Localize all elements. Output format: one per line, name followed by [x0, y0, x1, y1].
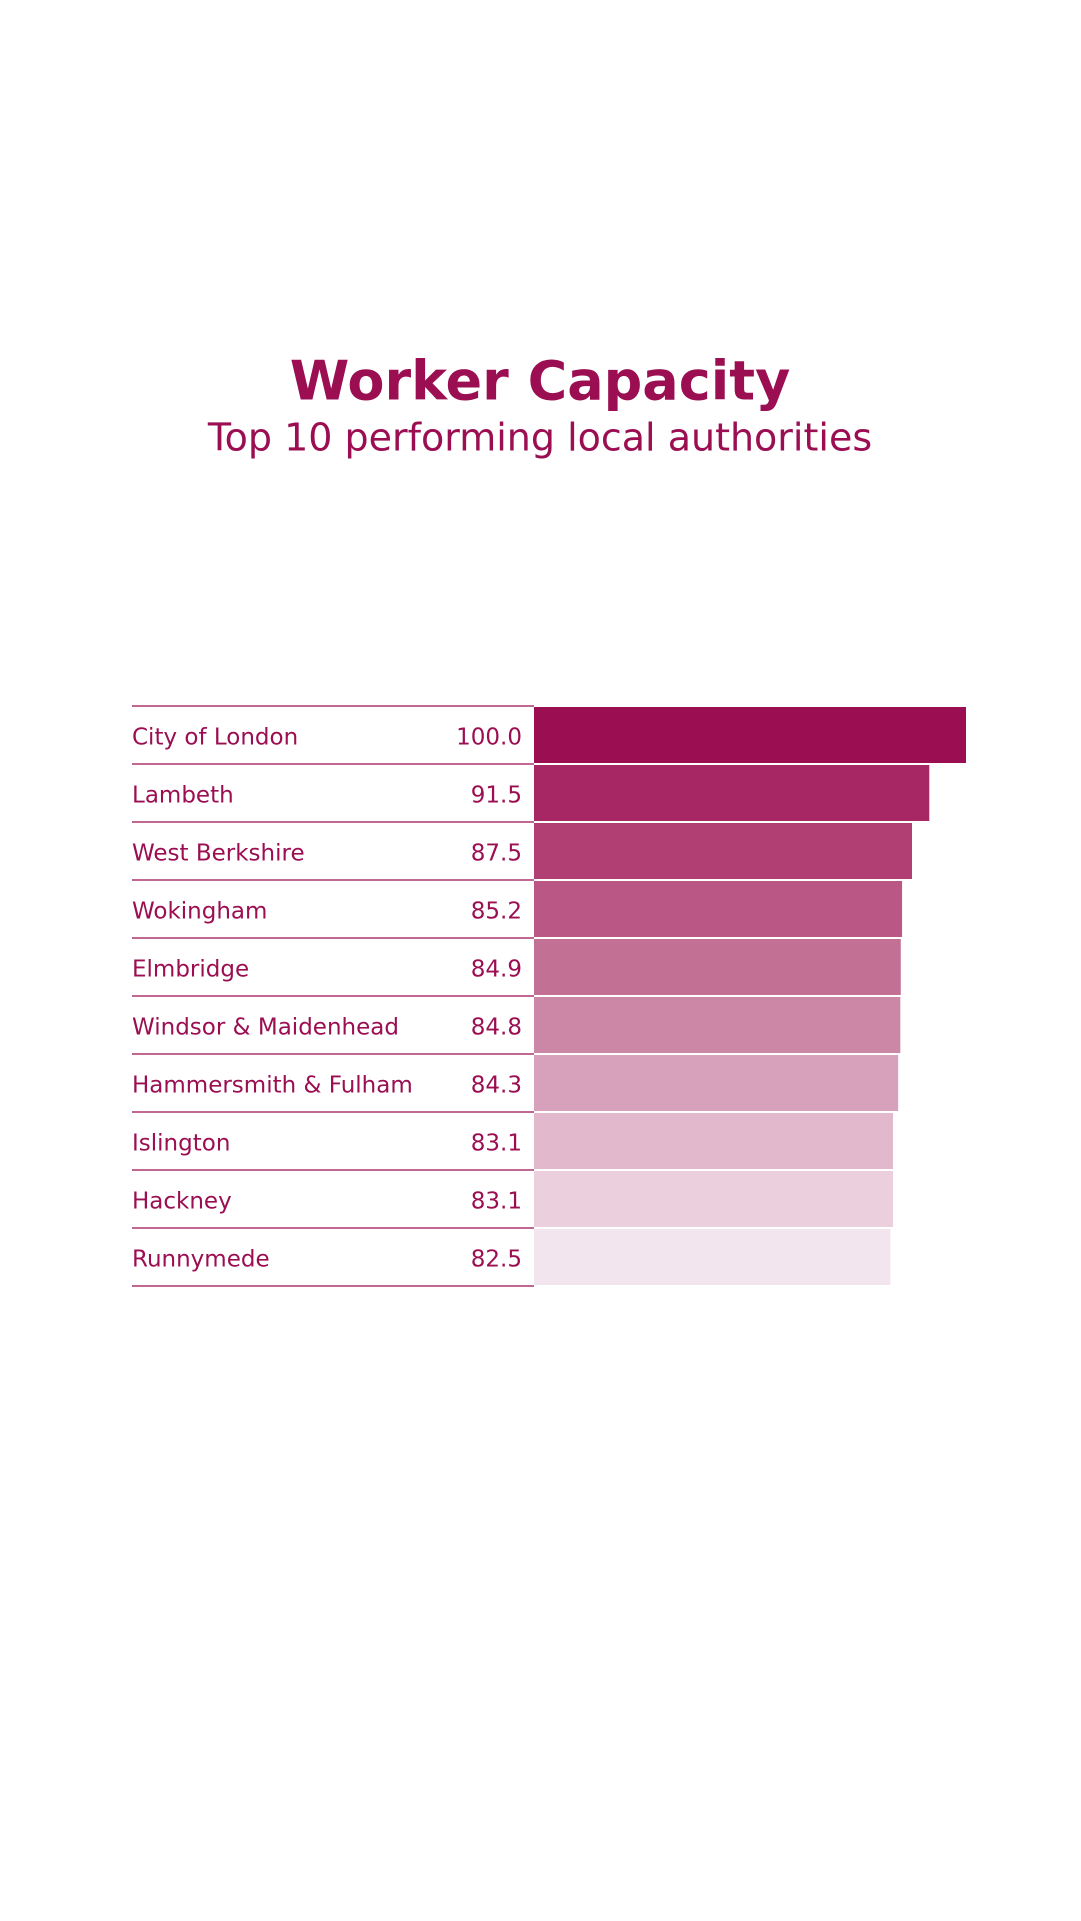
- chart-title: Worker Capacity: [290, 350, 791, 413]
- value-label: 83.1: [471, 1131, 522, 1157]
- category-label: Runnymede: [132, 1247, 270, 1273]
- value-label: 100.0: [456, 725, 522, 751]
- category-label: West Berkshire: [132, 841, 305, 867]
- value-label: 84.8: [471, 1015, 522, 1041]
- category-label: Wokingham: [132, 899, 267, 925]
- bar: [534, 939, 901, 995]
- category-label: Hackney: [132, 1189, 232, 1215]
- bar: [534, 1229, 891, 1285]
- value-label: 85.2: [471, 899, 522, 925]
- category-label: Lambeth: [132, 783, 234, 809]
- bar: [534, 1171, 893, 1227]
- value-label: 83.1: [471, 1189, 522, 1215]
- value-label: 84.9: [471, 957, 522, 983]
- category-label: Islington: [132, 1131, 230, 1157]
- bar: [534, 1055, 899, 1111]
- value-label: 84.3: [471, 1073, 522, 1099]
- bar: [534, 707, 966, 763]
- category-label: City of London: [132, 725, 298, 751]
- bar: [534, 997, 901, 1053]
- category-label: Hammersmith & Fulham: [132, 1073, 413, 1099]
- bar: [534, 881, 903, 937]
- value-label: 82.5: [471, 1247, 522, 1273]
- category-label: Elmbridge: [132, 957, 249, 983]
- bar: [534, 765, 930, 821]
- bar: [534, 1113, 893, 1169]
- value-label: 87.5: [471, 841, 522, 867]
- bar: [534, 823, 912, 879]
- category-label: Windsor & Maidenhead: [132, 1015, 399, 1041]
- chart-subtitle: Top 10 performing local authorities: [207, 416, 872, 460]
- value-label: 91.5: [471, 783, 522, 809]
